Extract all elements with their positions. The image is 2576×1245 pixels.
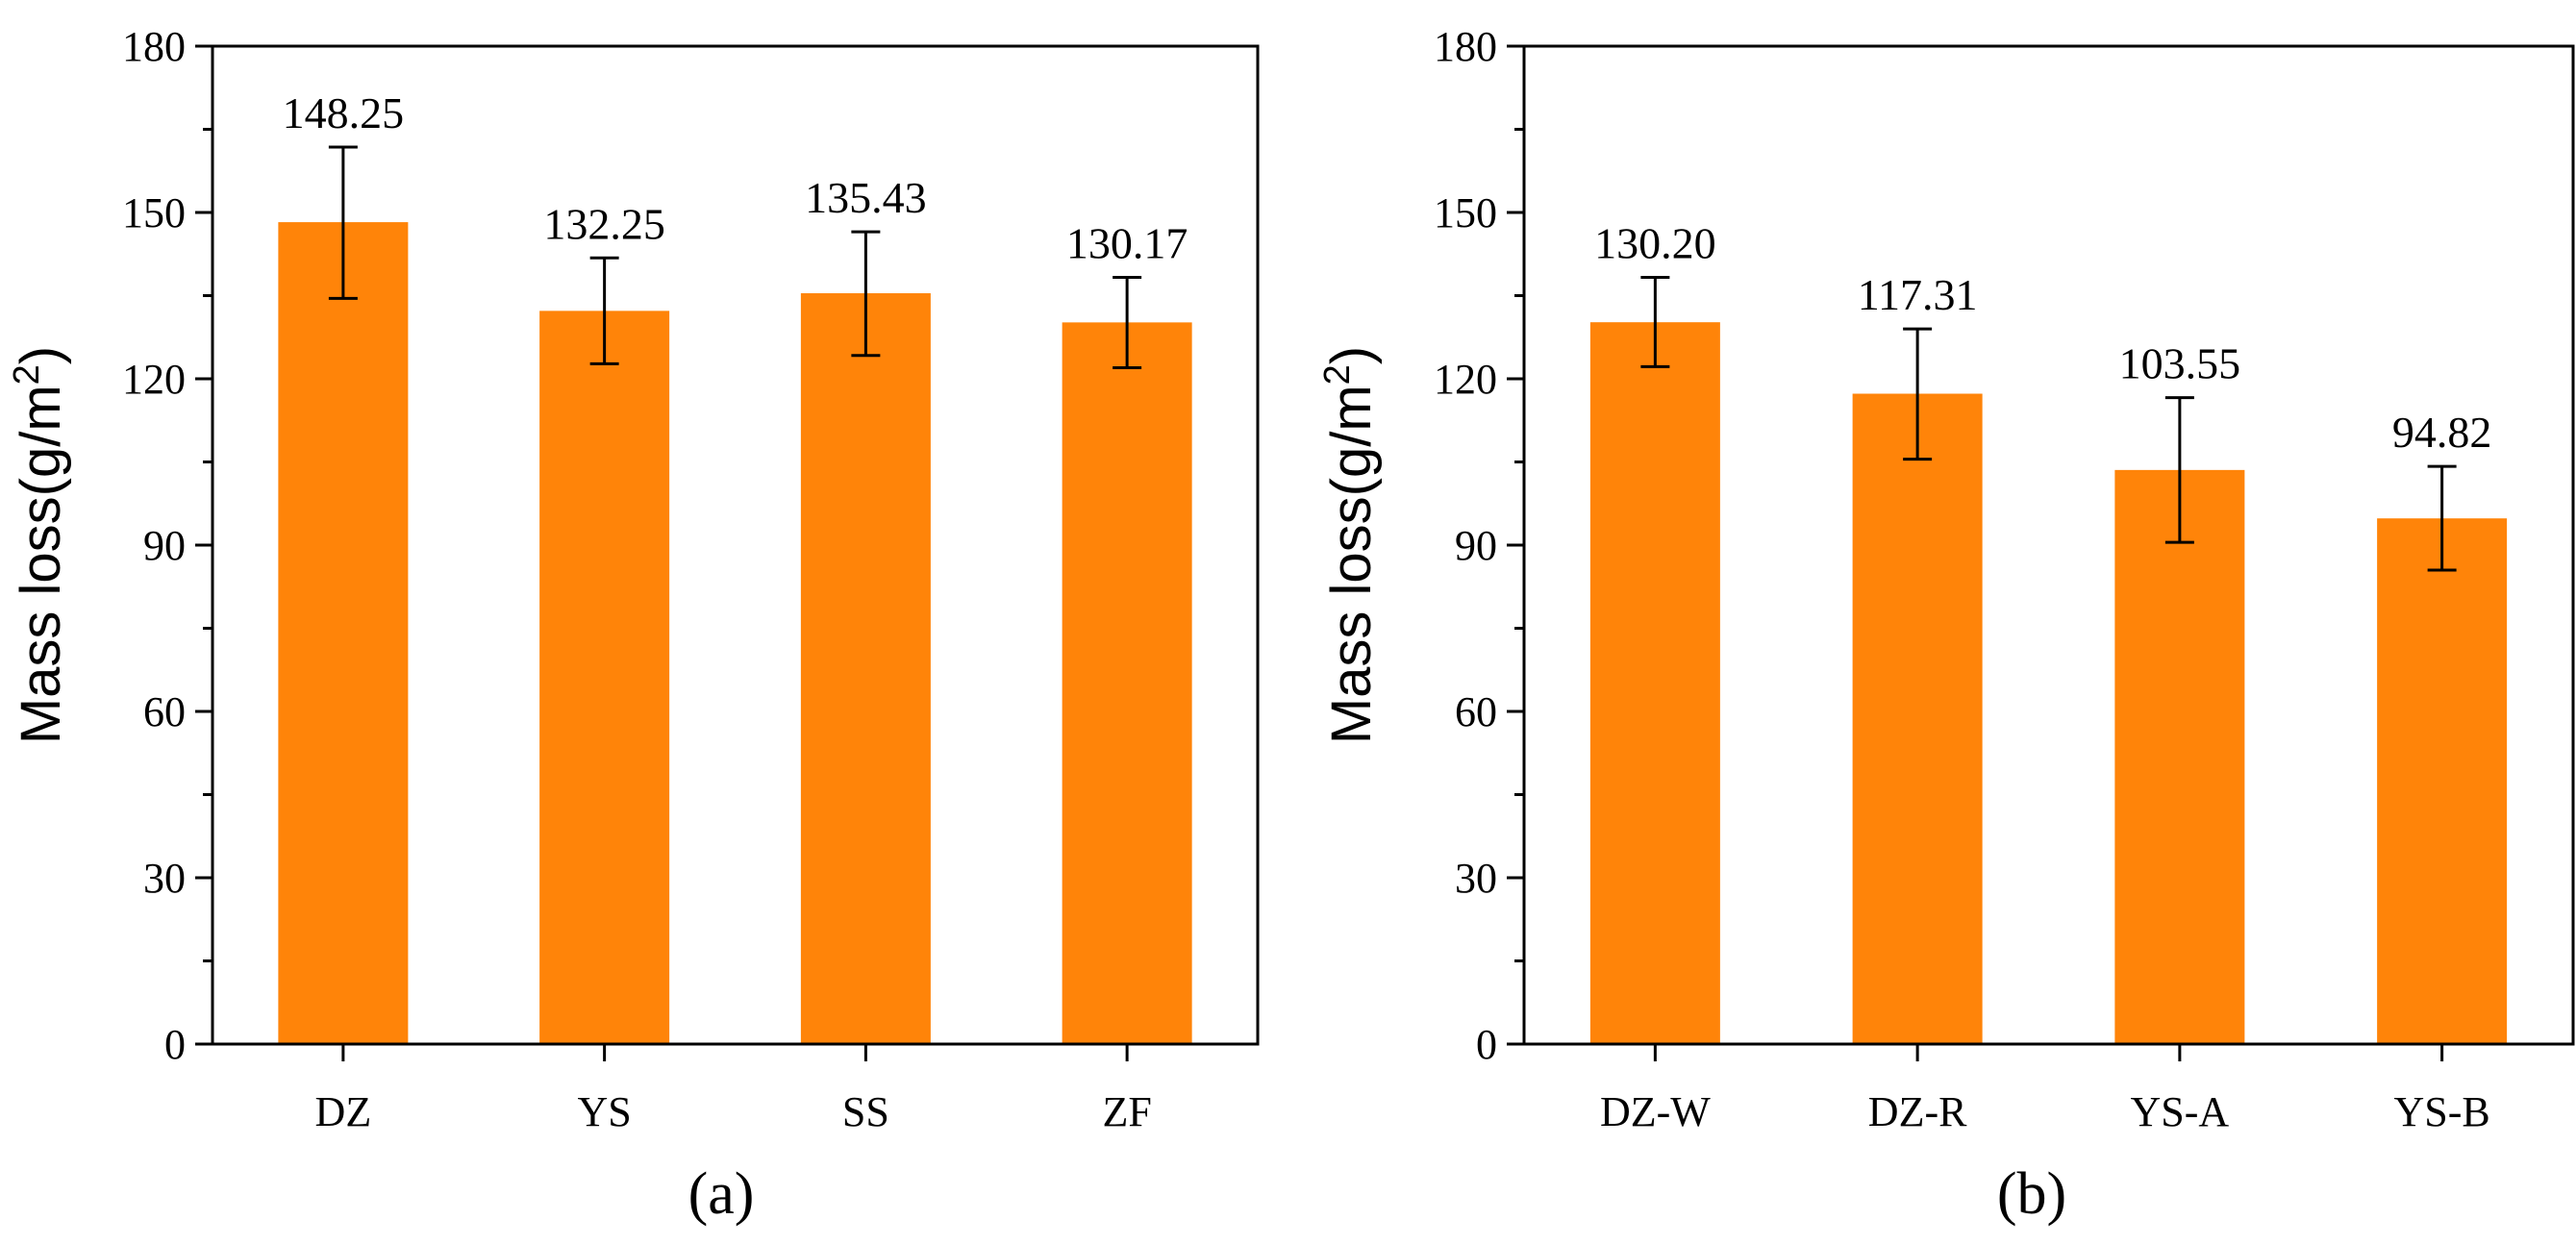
y-tick-label: 60 bbox=[1455, 688, 1497, 735]
y-tick-label: 30 bbox=[1455, 855, 1497, 902]
y-tick-label: 150 bbox=[1434, 189, 1497, 237]
bar-zf bbox=[1062, 322, 1192, 1044]
x-tick-label-dz-w: DZ-W bbox=[1600, 1088, 1711, 1135]
value-label: 94.82 bbox=[2392, 408, 2492, 457]
y-tick-label: 90 bbox=[143, 522, 186, 569]
y-axis-label-text: Mass loss(g/m bbox=[1320, 385, 1383, 744]
x-tick-label-ys-a: YS-A bbox=[2131, 1088, 2230, 1135]
y-tick-label: 120 bbox=[1434, 356, 1497, 403]
y-axis-label: Mass loss(g/m2) bbox=[1317, 346, 1383, 744]
bar-dz-w bbox=[1589, 322, 1720, 1044]
x-tick-label-zf: ZF bbox=[1102, 1088, 1151, 1135]
x-tick-label-ys: YS bbox=[578, 1088, 632, 1135]
y-tick-label: 120 bbox=[122, 356, 186, 403]
y-axis-label-close: ) bbox=[10, 346, 72, 364]
bar-ys-b bbox=[2377, 518, 2508, 1044]
chart-panel-a: 148.25 132.25 135.43 130.17 0 30 60 90 120 150 180… bbox=[7, 23, 1260, 1227]
bar-ys bbox=[539, 311, 670, 1044]
value-label: 117.31 bbox=[1858, 270, 1978, 319]
x-tick-label-ys-b: YS-B bbox=[2394, 1088, 2490, 1135]
y-tick-label: 90 bbox=[1455, 522, 1497, 569]
chart-panel-b: 130.20 117.31 103.55 94.82 0 30 60 90 120 150 180 D… bbox=[1317, 23, 2575, 1227]
value-label: 130.20 bbox=[1594, 218, 1716, 267]
y-axis-label-superscript: 2 bbox=[1317, 364, 1358, 385]
y-axis-label-superscript: 2 bbox=[7, 364, 47, 385]
value-label: 130.17 bbox=[1066, 218, 1188, 267]
x-tick-label-dz-r: DZ-R bbox=[1868, 1088, 1967, 1135]
bar-ys-a bbox=[2114, 469, 2245, 1044]
panel-label: (b) bbox=[1997, 1161, 2066, 1227]
y-tick-label: 30 bbox=[143, 855, 186, 902]
panel-label: (a) bbox=[688, 1161, 755, 1227]
y-tick-label: 180 bbox=[122, 23, 186, 70]
bar-dz-r bbox=[1852, 393, 1983, 1044]
bar-ss bbox=[800, 293, 931, 1044]
value-label: 103.55 bbox=[2119, 339, 2241, 388]
y-tick-label: 0 bbox=[164, 1021, 186, 1068]
y-axis-label-text: Mass loss(g/m bbox=[10, 385, 72, 744]
y-tick-label: 0 bbox=[1476, 1021, 1497, 1068]
y-tick-label: 60 bbox=[143, 688, 186, 735]
y-axis-label: Mass loss(g/m2) bbox=[7, 346, 72, 744]
value-label: 135.43 bbox=[805, 173, 927, 222]
x-tick-label-dz: DZ bbox=[315, 1088, 372, 1135]
y-tick-label: 150 bbox=[122, 189, 186, 237]
y-tick-label: 180 bbox=[1434, 23, 1497, 70]
value-label: 148.25 bbox=[283, 88, 405, 137]
bar-dz bbox=[278, 222, 409, 1044]
x-tick-label-ss: SS bbox=[842, 1088, 889, 1135]
value-label: 132.25 bbox=[543, 199, 665, 248]
y-axis-label-close: ) bbox=[1320, 346, 1383, 364]
